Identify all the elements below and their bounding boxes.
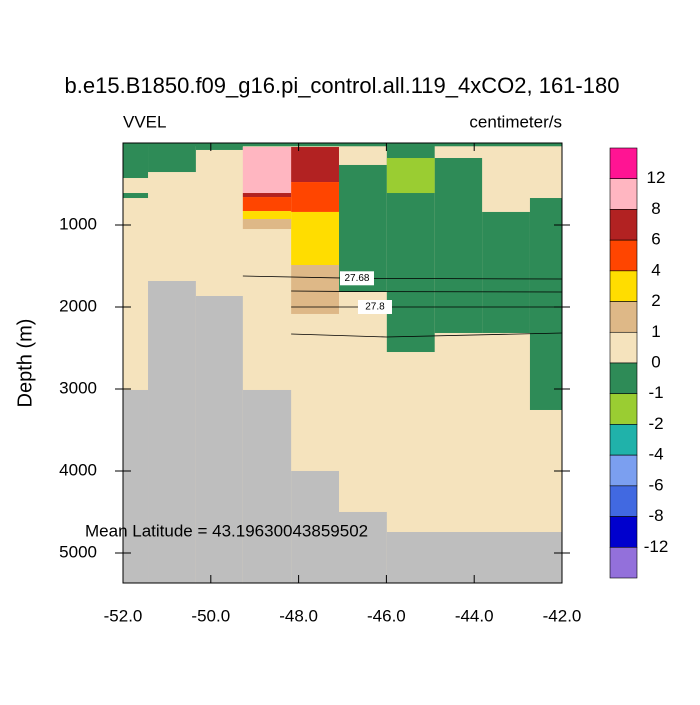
- colorbar-label: 1: [651, 322, 660, 341]
- cell: [148, 144, 196, 173]
- colorbar-label: -1: [648, 383, 663, 402]
- plot-frame: [122, 142, 563, 584]
- colorbar-box: [609, 362, 638, 395]
- cell: [123, 143, 562, 147]
- colorbar-label: -4: [648, 445, 663, 464]
- cell: [434, 158, 483, 333]
- x-tick-label: -48.0: [279, 606, 318, 625]
- colorbar-box: [609, 424, 638, 456]
- colorbar-box: [609, 178, 638, 210]
- land: [195, 296, 243, 583]
- cell: [291, 182, 339, 212]
- cell: [338, 164, 387, 292]
- colorbar-box: [609, 147, 638, 180]
- colorbar-box: [609, 393, 638, 425]
- colorbar-label: -8: [648, 506, 663, 525]
- chart-title: b.e15.B1850.f09_g16.pi_control.all.119_4…: [65, 73, 620, 98]
- x-tick-label: -46.0: [367, 606, 406, 625]
- colorbar-box: [609, 209, 638, 241]
- left-label: VVEL: [123, 112, 166, 131]
- cell: [123, 144, 149, 179]
- y-tick-label: 3000: [59, 378, 97, 397]
- land: [291, 470, 339, 583]
- x-tick-label: -44.0: [455, 606, 494, 625]
- land: [123, 389, 149, 583]
- cell: [242, 211, 292, 220]
- contour-line: [291, 332, 563, 338]
- colorbar-label: 12: [647, 168, 666, 187]
- y-tick-label: 1000: [59, 214, 97, 233]
- cell: [242, 193, 292, 198]
- colorbar-box: [609, 546, 638, 579]
- cell: [386, 158, 435, 194]
- y-tick-label: 5000: [59, 542, 97, 561]
- cell: [529, 198, 562, 410]
- y-axis-label: Depth (m): [14, 319, 36, 408]
- cell: [242, 219, 292, 230]
- cell: [242, 197, 292, 212]
- colorbar-box: [609, 485, 638, 517]
- land: [148, 281, 196, 583]
- land: [338, 511, 387, 583]
- cell: [242, 147, 292, 194]
- colorbar-label: 6: [651, 230, 660, 249]
- x-tick-label: -50.0: [191, 606, 230, 625]
- cell: [195, 144, 243, 150]
- colorbar-box: [609, 270, 638, 302]
- y-tick-label: 4000: [59, 460, 97, 479]
- cell: [291, 211, 339, 266]
- cell: [123, 193, 149, 199]
- x-tick-label: -52.0: [104, 606, 143, 625]
- colorbar-box: [609, 331, 638, 364]
- annotation: Mean Latitude = 43.19630043859502: [85, 521, 368, 540]
- colorbar-label: 8: [651, 199, 660, 218]
- colorbar-label: -6: [648, 475, 663, 494]
- colorbar-box: [609, 239, 638, 272]
- land: [386, 531, 562, 583]
- cell: [482, 211, 530, 333]
- right-label: centimeter/s: [469, 112, 562, 131]
- land: [242, 389, 292, 583]
- colorbar-label: 0: [651, 352, 660, 371]
- cell: [291, 147, 339, 183]
- colorbar-label: 2: [651, 291, 660, 310]
- colorbar-label: -12: [644, 537, 669, 556]
- contour-label-bg: [339, 271, 374, 286]
- contour-label: 27.8: [365, 302, 385, 313]
- contour-line: [291, 290, 563, 293]
- colorbar-box: [609, 516, 638, 548]
- y-tick-label: 2000: [59, 296, 97, 315]
- colorbar-label: 4: [651, 260, 660, 279]
- colorbar-box: [609, 301, 638, 333]
- contour-label: 27.68: [344, 273, 369, 284]
- cell: [291, 265, 339, 314]
- colorbar-box: [609, 454, 638, 487]
- colorbar-label: -2: [648, 414, 663, 433]
- contour-label-bg: [357, 299, 392, 314]
- x-tick-label: -42.0: [543, 606, 582, 625]
